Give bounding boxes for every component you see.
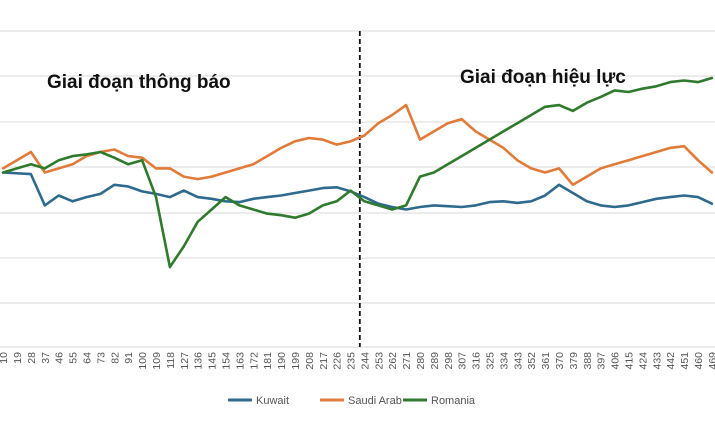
- x-tick-label-406: 406: [610, 352, 622, 370]
- x-tick-label-343: 343: [512, 352, 524, 370]
- x-tick-label-388: 388: [582, 352, 594, 370]
- x-tick-label-280: 280: [415, 352, 427, 370]
- annotation-layer: Giai đoạn thông báo Giai đoạn hiệu lực: [47, 67, 626, 93]
- x-tick-label-55: 55: [68, 352, 80, 364]
- x-tick-label-145: 145: [207, 352, 219, 370]
- x-tick-label-379: 379: [568, 352, 580, 370]
- x-tick-label-415: 415: [624, 352, 636, 370]
- x-tick-label-253: 253: [373, 352, 385, 370]
- legend-item-kuwait: Kuwait: [228, 395, 289, 407]
- x-tick-label-298: 298: [443, 352, 455, 370]
- x-tick-label-46: 46: [54, 352, 66, 364]
- x-tick-label-235: 235: [346, 352, 358, 370]
- x-tick-label-91: 91: [123, 352, 135, 364]
- annotation-effective-phase: Giai đoạn hiệu lực: [460, 67, 626, 88]
- grid-lines: [0, 30, 715, 348]
- x-tick-label-82: 82: [109, 352, 121, 364]
- x-tick-label-28: 28: [26, 352, 38, 364]
- series-line-saudi-arab: [1, 103, 714, 187]
- x-tick-label-64: 64: [82, 352, 94, 364]
- x-tick-label-208: 208: [304, 352, 316, 370]
- x-tick-label-136: 136: [193, 352, 205, 370]
- x-tick-label-199: 199: [290, 352, 302, 370]
- series-line-kuwait: [1, 171, 714, 211]
- x-tick-label-433: 433: [651, 352, 663, 370]
- x-tick-label-154: 154: [221, 352, 233, 370]
- x-tick-label-325: 325: [485, 352, 497, 370]
- x-tick-label-397: 397: [596, 352, 608, 370]
- x-tick-label-370: 370: [554, 352, 566, 370]
- x-tick-label-109: 109: [151, 352, 163, 370]
- legend: Kuwait Saudi Arab Romania: [228, 395, 476, 407]
- x-tick-label-244: 244: [359, 352, 371, 370]
- x-tick-label-163: 163: [234, 352, 246, 370]
- x-tick-label-442: 442: [665, 352, 677, 370]
- x-tick-label-217: 217: [318, 352, 330, 370]
- x-tick-label-289: 289: [429, 352, 441, 370]
- x-tick-label-127: 127: [179, 352, 191, 370]
- x-axis: 10 19 28 37 46 55 64 73 82 91 100 109 118 127 136 145 15…: [0, 352, 715, 370]
- x-tick-label-271: 271: [401, 352, 413, 370]
- x-tick-label-226: 226: [332, 352, 344, 370]
- series-layer: [1, 76, 714, 269]
- x-tick-label-37: 37: [40, 352, 52, 364]
- x-tick-label-460: 460: [693, 352, 705, 370]
- x-tick-label-352: 352: [526, 352, 538, 370]
- x-tick-label-334: 334: [498, 352, 510, 370]
- legend-label-romania: Romania: [431, 395, 476, 407]
- x-tick-label-118: 118: [165, 352, 177, 369]
- x-tick-label-100: 100: [137, 352, 149, 370]
- x-tick-label-181: 181: [262, 352, 274, 370]
- legend-label-saudi-arab: Saudi Arab: [348, 395, 402, 407]
- x-tick-label-424: 424: [637, 352, 649, 370]
- x-tick-label-10: 10: [0, 352, 10, 364]
- x-tick-label-316: 316: [471, 352, 483, 370]
- annotation-announcement-phase: Giai đoạn thông báo: [47, 72, 231, 93]
- x-tick-label-19: 19: [12, 352, 24, 364]
- x-tick-label-451: 451: [679, 352, 691, 370]
- series-line-romania: [1, 76, 714, 269]
- x-tick-label-469: 469: [707, 352, 715, 370]
- x-tick-label-361: 361: [540, 352, 552, 370]
- x-tick-label-262: 262: [387, 352, 399, 370]
- legend-label-kuwait: Kuwait: [256, 395, 289, 407]
- legend-item-saudi-arab: Saudi Arab: [320, 395, 402, 407]
- x-tick-label-190: 190: [276, 352, 288, 370]
- x-tick-label-307: 307: [457, 352, 469, 370]
- x-tick-label-172: 172: [248, 352, 260, 370]
- legend-item-romania: Romania: [403, 395, 476, 407]
- x-tick-label-73: 73: [95, 352, 107, 364]
